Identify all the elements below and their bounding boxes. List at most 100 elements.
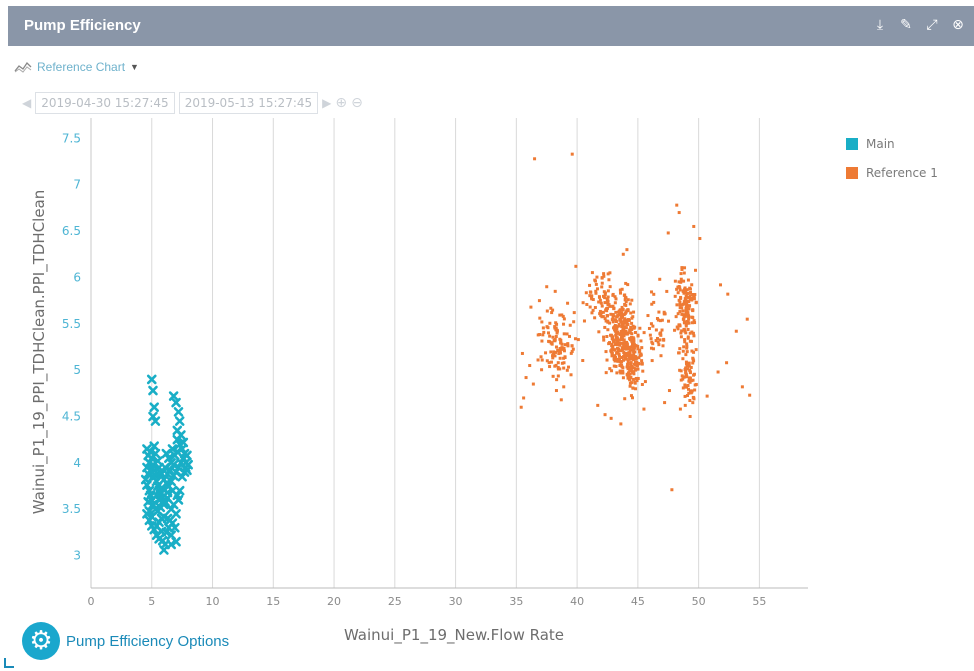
data-point-reference (558, 313, 562, 317)
resize-handle[interactable] (4, 658, 14, 668)
data-point-reference (614, 333, 618, 337)
start-date-field[interactable]: 2019-04-30 15:27:45 (35, 92, 175, 114)
data-point-reference (546, 326, 550, 330)
data-point-reference (682, 288, 686, 292)
data-point-reference (566, 301, 570, 305)
data-point-reference (677, 280, 681, 284)
data-point-reference (604, 371, 608, 375)
data-point-reference (685, 394, 689, 398)
data-point-reference (620, 341, 624, 345)
data-point-reference (618, 338, 622, 342)
data-point-main-stroke (149, 402, 159, 413)
data-point-reference (623, 319, 627, 323)
data-point-reference (693, 321, 697, 325)
data-point-reference (624, 300, 628, 304)
data-point-reference (611, 304, 615, 308)
data-point-main-stroke (173, 407, 184, 417)
data-point-reference (622, 334, 626, 338)
data-point-reference (630, 316, 634, 320)
data-point-reference (620, 360, 624, 364)
data-point-reference (679, 277, 683, 281)
data-point-reference (612, 325, 616, 329)
data-point-reference (630, 337, 634, 341)
data-point-reference (622, 313, 626, 317)
data-point-reference (651, 324, 655, 328)
data-point-reference (656, 318, 660, 322)
data-point-main-stroke (177, 471, 187, 482)
data-point-reference (688, 287, 692, 291)
data-point-main-stroke (172, 446, 183, 457)
close-icon[interactable]: ⊗ (952, 17, 964, 33)
y-tick-label: 4.5 (62, 410, 81, 424)
edit-icon[interactable]: ✎ (900, 17, 912, 33)
data-point-reference (621, 369, 625, 373)
data-point-main-stroke (162, 487, 173, 498)
data-point-reference (602, 274, 606, 278)
y-tick-label: 7.5 (62, 131, 81, 145)
data-point-reference (679, 295, 683, 299)
data-point-reference (613, 295, 617, 299)
data-point-reference (684, 294, 688, 298)
data-point-reference (550, 311, 554, 315)
data-point-reference (688, 415, 692, 419)
end-date-field[interactable]: 2019-05-13 15:27:45 (178, 92, 319, 114)
data-point-reference (615, 341, 619, 345)
data-point-reference (628, 369, 632, 373)
data-point-reference (683, 385, 687, 389)
data-point-reference (616, 314, 620, 318)
data-point-reference (674, 315, 678, 319)
download-icon[interactable]: ⤓ (876, 17, 884, 33)
data-point-reference (658, 319, 662, 323)
data-point-reference (690, 321, 694, 325)
data-point-reference (588, 305, 592, 309)
x-tick-label: 50 (692, 595, 706, 608)
next-range-icon[interactable]: ▶ (322, 96, 332, 110)
data-point-reference (619, 349, 623, 353)
data-point-main-stroke (168, 459, 179, 470)
data-point-reference (692, 297, 696, 301)
data-point-reference (643, 380, 647, 384)
data-point-reference (652, 300, 656, 304)
data-point-reference (612, 364, 616, 368)
expand-icon[interactable]: ⤢ (926, 17, 938, 33)
data-point-reference (682, 315, 686, 319)
legend-swatch (846, 138, 858, 150)
data-point-reference (692, 359, 696, 363)
data-point-reference (617, 313, 621, 317)
data-point-reference (603, 413, 607, 417)
data-point-reference (650, 340, 654, 344)
data-point-reference (595, 275, 599, 279)
data-point-reference (623, 298, 627, 302)
data-point-main-stroke (150, 416, 161, 426)
data-point-reference (616, 359, 620, 363)
reference-chart-dropdown[interactable]: Reference Chart ▼ (14, 60, 139, 74)
data-point-reference (686, 327, 690, 331)
options-button[interactable]: ⚙ Pump Efficiency Options (22, 622, 229, 660)
data-point-reference (692, 396, 696, 400)
chart-legend: Main Reference 1 (846, 137, 938, 180)
data-point-reference (563, 355, 567, 359)
data-point-reference (628, 372, 632, 376)
data-point-reference (555, 328, 559, 332)
data-point-reference (626, 360, 630, 364)
data-point-reference (630, 339, 634, 343)
data-point-reference (659, 333, 663, 337)
data-point-reference (632, 326, 636, 330)
previous-range-icon[interactable]: ◀ (22, 96, 32, 110)
data-point-main-stroke (163, 453, 174, 464)
y-tick-label: 7 (73, 178, 81, 192)
data-point-reference (677, 351, 681, 355)
data-point-reference (686, 295, 690, 299)
data-point-reference (684, 324, 688, 328)
data-point-reference (686, 311, 690, 315)
data-point-reference (660, 328, 664, 332)
data-point-reference (614, 320, 618, 324)
data-point-reference (545, 285, 549, 289)
zoom-out-icon[interactable]: ⊖ (351, 95, 363, 111)
zoom-in-icon[interactable]: ⊕ (335, 95, 348, 111)
data-point-reference (600, 285, 604, 289)
data-point-reference (632, 366, 636, 370)
data-point-reference (606, 299, 610, 303)
data-point-main (154, 495, 164, 505)
data-point-reference (719, 283, 723, 287)
